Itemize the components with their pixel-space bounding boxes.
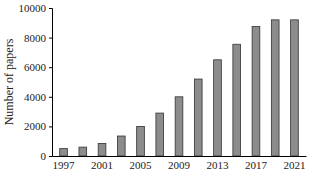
x-tick: 2005	[130, 156, 153, 171]
y-tick: 0	[41, 150, 53, 162]
y-axis-line	[49, 9, 53, 157]
y-tick-label: 2000	[24, 120, 47, 132]
y-tick: 4000	[24, 91, 52, 103]
bar	[60, 149, 68, 156]
x-tick-label: 2001	[91, 159, 113, 171]
chart: 0 2000 4000 6000 8000 10000 1997 2001 2005 2009 20…	[0, 0, 312, 176]
bar	[252, 27, 260, 157]
bar	[214, 60, 222, 156]
bar	[156, 113, 164, 156]
bar	[137, 126, 145, 156]
x-tick-label: 2013	[206, 159, 229, 171]
bar	[271, 20, 279, 156]
x-axis: 1997 2001 2005 2009 2013 2017 2021	[53, 156, 307, 171]
y-tick: 6000	[24, 61, 52, 73]
x-axis-line	[53, 156, 307, 157]
x-tick: 2009	[168, 156, 191, 171]
y-tick-mark	[49, 126, 52, 127]
y-tick-label: 4000	[24, 91, 47, 103]
bar	[233, 44, 241, 156]
x-tick: 1997	[53, 156, 76, 171]
y-tick-label: 10000	[19, 2, 47, 14]
y-axis: 0 2000 4000 6000 8000 10000	[19, 2, 53, 162]
bar	[98, 143, 106, 156]
x-tick: 2001	[91, 156, 113, 171]
bar	[291, 20, 299, 156]
bars	[60, 20, 299, 156]
x-tick-label: 2005	[130, 159, 153, 171]
x-tick: 2013	[206, 156, 229, 171]
y-axis-title: Number of papers	[2, 38, 16, 125]
bar	[194, 79, 202, 156]
y-tick-label: 6000	[24, 61, 47, 73]
y-tick: 8000	[24, 32, 52, 44]
x-tick-label: 2009	[168, 159, 191, 171]
y-tick-mark	[49, 97, 52, 98]
y-tick-label: 8000	[24, 32, 47, 44]
bar	[175, 97, 183, 156]
plot: 0 2000 4000 6000 8000 10000 1997 2001 2005 2009 20…	[19, 2, 307, 171]
bar	[117, 136, 125, 156]
x-tick: 2017	[245, 156, 268, 171]
x-tick-label: 1997	[53, 159, 76, 171]
y-tick-label: 0	[41, 150, 47, 162]
y-tick-mark	[49, 156, 52, 157]
y-tick: 10000	[19, 2, 53, 14]
x-tick-label: 2021	[283, 159, 305, 171]
x-tick-label: 2017	[245, 159, 268, 171]
y-tick-mark	[49, 38, 52, 39]
y-tick-mark	[49, 8, 52, 9]
x-tick: 2021	[283, 156, 305, 171]
y-tick: 2000	[24, 120, 52, 132]
bar	[79, 147, 87, 156]
y-tick-mark	[49, 67, 52, 68]
